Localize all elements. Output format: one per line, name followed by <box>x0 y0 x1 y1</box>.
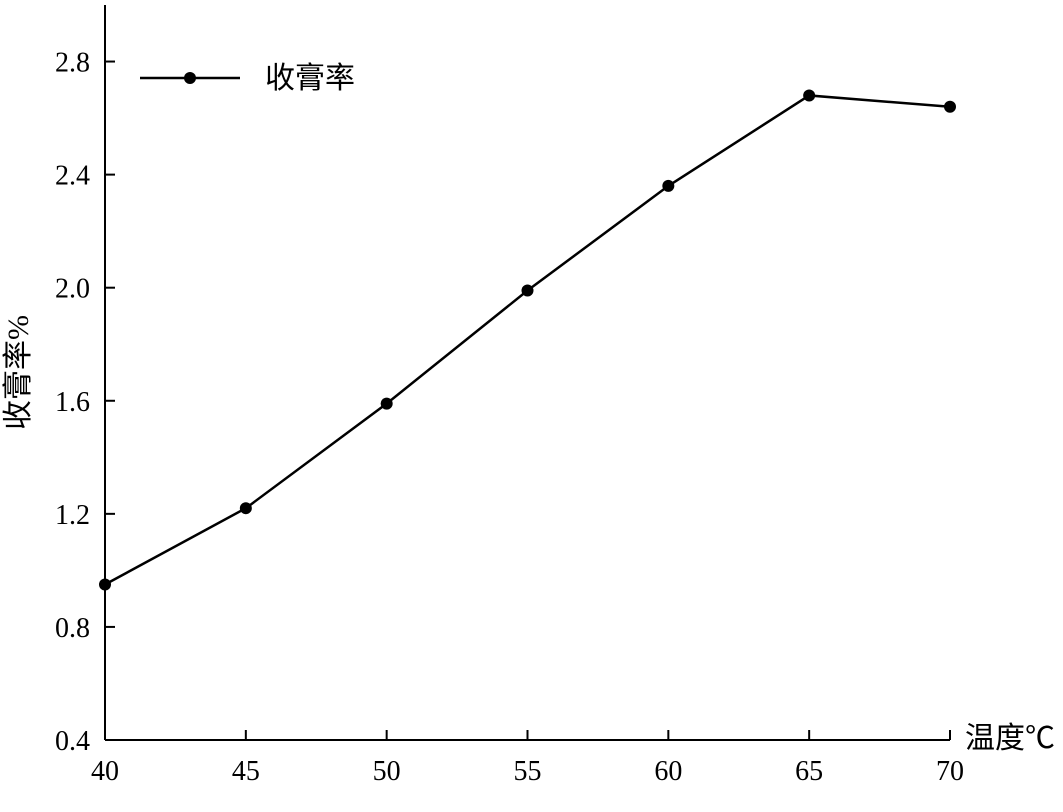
y-tick-label: 0.4 <box>55 726 90 757</box>
data-point <box>662 180 674 192</box>
x-tick-label: 70 <box>936 756 964 787</box>
y-tick-label: 0.8 <box>55 613 90 644</box>
chart-container: 40 45 50 55 60 65 70 0.4 0.8 1.2 1.6 2.0 2.4 2.8 温度℃ 收膏… <box>0 0 1063 812</box>
y-tick-label: 1.6 <box>55 387 90 418</box>
x-tick-label: 60 <box>654 756 682 787</box>
data-point <box>240 502 252 514</box>
y-tick-label: 2.8 <box>55 48 90 79</box>
x-tick-label: 45 <box>232 756 260 787</box>
y-tick-label: 2.0 <box>55 274 90 305</box>
y-axis-title: 收膏率% <box>2 315 35 430</box>
legend-label: 收膏率 <box>265 62 355 95</box>
legend-marker <box>184 72 196 84</box>
data-point <box>381 398 393 410</box>
y-tick-label: 2.4 <box>55 161 90 192</box>
data-point <box>99 579 111 591</box>
x-tick-label: 40 <box>91 756 119 787</box>
data-point <box>944 101 956 113</box>
y-tick-label: 1.2 <box>55 500 90 531</box>
x-tick-label: 50 <box>373 756 401 787</box>
x-axis-title: 温度℃ <box>965 722 1055 755</box>
data-point <box>803 89 815 101</box>
x-tick-label: 55 <box>514 756 542 787</box>
data-point <box>522 285 534 297</box>
line-chart: 40 45 50 55 60 65 70 0.4 0.8 1.2 1.6 2.0 2.4 2.8 温度℃ 收膏… <box>0 0 1063 812</box>
x-tick-label: 65 <box>795 756 823 787</box>
series-line <box>105 95 950 584</box>
